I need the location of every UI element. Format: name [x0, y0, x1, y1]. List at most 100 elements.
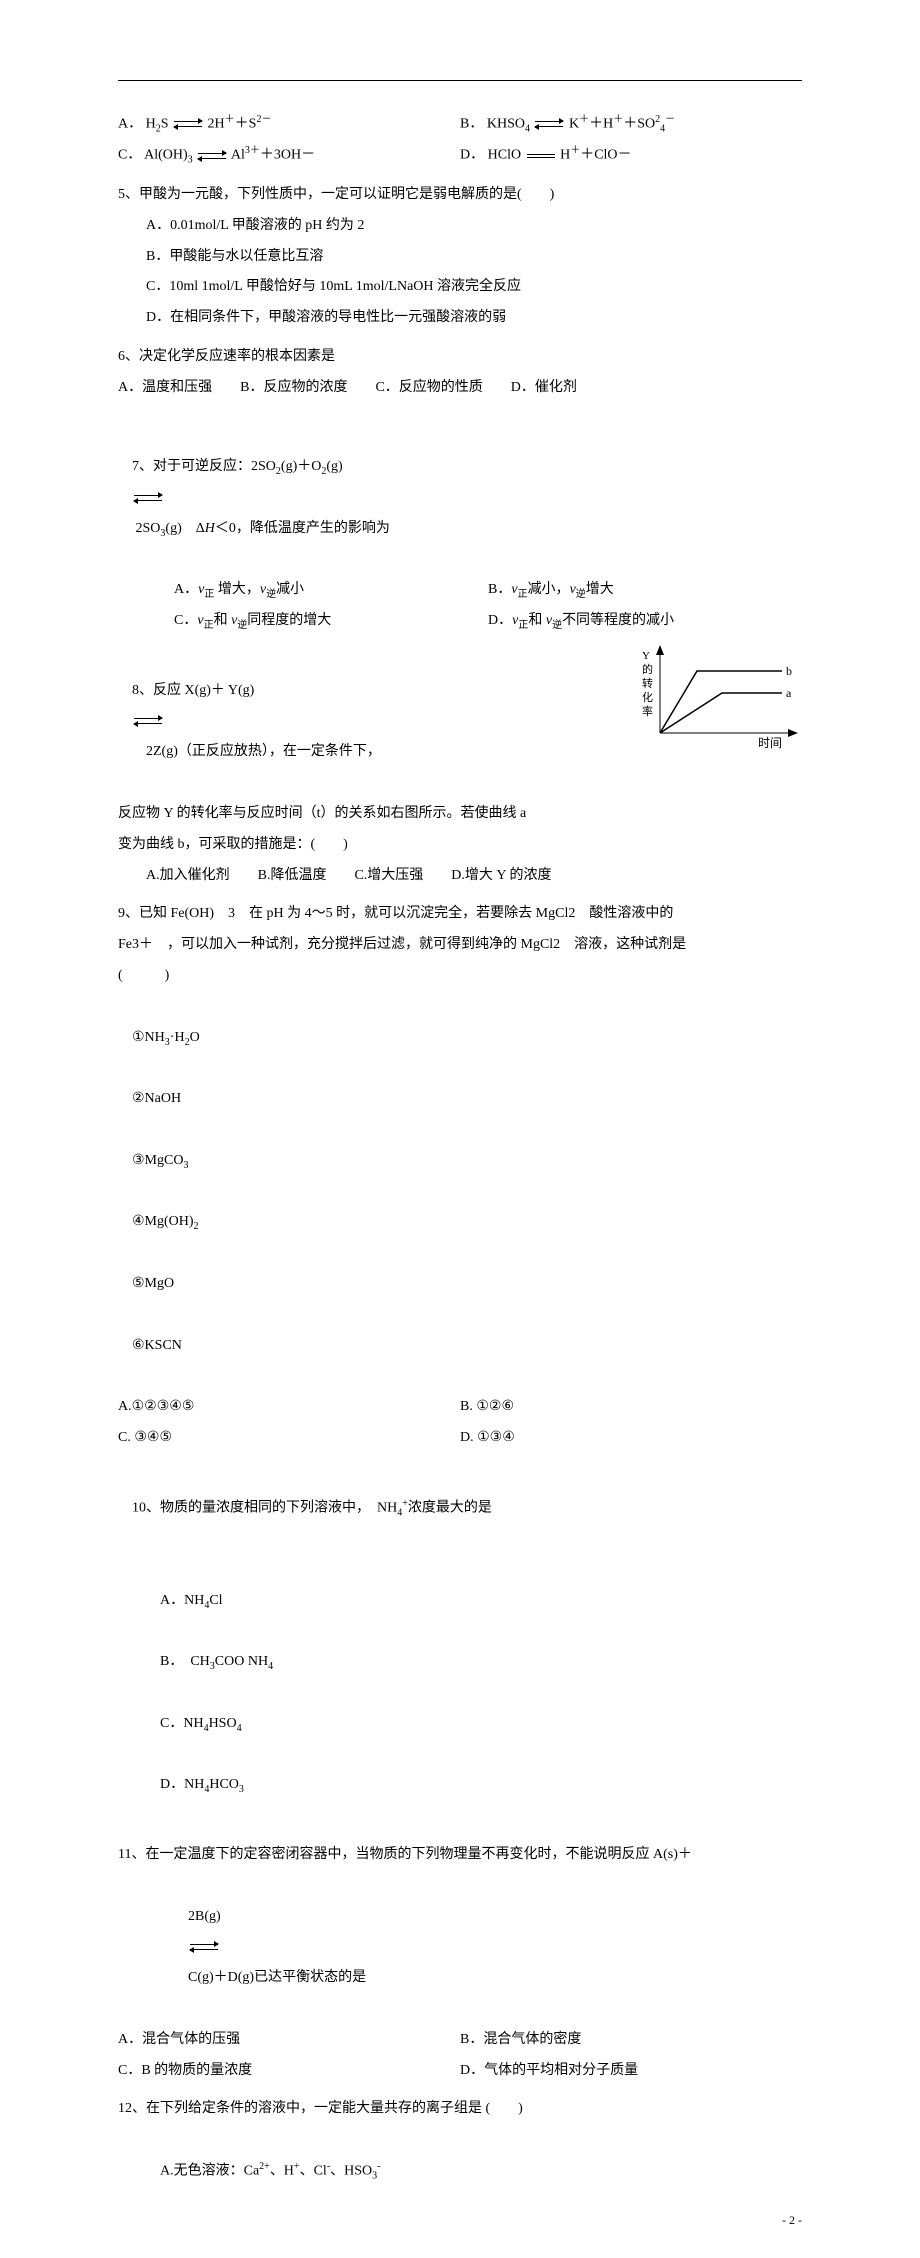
text: ＜0，降低温度产生的影响为 [215, 521, 390, 536]
q9-line2: Fe3＋ ，可以加入一种试剂，充分搅拌后过滤，就可得到纯净的 MgCl2 溶液，… [118, 930, 802, 961]
equilibrium-arrow-icon [535, 118, 563, 130]
text: ②NaOH [132, 1091, 181, 1106]
q4-opt-c: C． Al(OH)3 Al3＋＋3OH－ [118, 140, 460, 171]
q7-stem: 7、对于可逆反应：2SO2(g)＋O2(g) 2SO3(g) ΔH＜0，降低温度… [118, 421, 802, 575]
q5-opt-b: B．甲酸能与水以任意比互溶 [118, 242, 802, 273]
sup: ＋ [570, 145, 580, 156]
label: D．NH [160, 1777, 204, 1792]
graph-svg: b a Y 的 转 化 率 时间 [642, 641, 802, 751]
q4-opt-b: B． KHSO4 K＋＋H＋＋SO24－ [460, 109, 802, 140]
q7-row2: C．v正和 v逆同程度的增大 D．v正和 v逆不同等程度的减小 [118, 606, 802, 637]
text: 同程度的增大 [247, 613, 331, 628]
sub: 逆 [237, 620, 247, 631]
y-axis-char: 率 [642, 704, 653, 718]
single-arrow-icon [527, 151, 555, 161]
q4-row2: C． Al(OH)3 Al3＋＋3OH－ D． HClO H＋＋ClO－ [118, 140, 802, 171]
q11-line2: 2B(g) C(g)＋D(g)已达平衡状态的是 [118, 1871, 802, 2025]
q4-row1: A． H2S 2H＋＋S2－ B． KHSO4 K＋＋H＋＋SO24－ [118, 109, 802, 140]
gap [132, 1122, 160, 1137]
text: 2B(g) [188, 1909, 235, 1924]
q11-opt-d: D．气体的平均相对分子质量 [460, 2056, 802, 2087]
label: A．NH [160, 1593, 204, 1608]
q9-row1: A.①②③④⑤ B. ①②⑥ [118, 1392, 802, 1423]
text: 浓度最大的是 [408, 1500, 492, 1515]
text: C(g)＋D(g)已达平衡状态的是 [188, 1970, 366, 1985]
sub: 3 [183, 1160, 188, 1171]
text: 和 [528, 613, 546, 628]
sub: 正 [518, 589, 528, 600]
gap [132, 1307, 160, 1322]
q11-opt-c: C．B 的物质的量浓度 [118, 2056, 460, 2087]
text: (g)＋O [281, 459, 321, 474]
label: A． [118, 117, 142, 132]
text: K [569, 117, 579, 132]
q4-opt-d: D． HClO H＋＋ClO－ [460, 140, 802, 171]
q6-opts: A．温度和压强 B．反应物的浓度 C．反应物的性质 D．催化剂 [118, 373, 802, 404]
text: 10、物质的量浓度相同的下列溶液中， NH [132, 1500, 397, 1515]
q7-opt-d: D．v正和 v逆不同等程度的减小 [488, 606, 802, 637]
q9-opt-c: C. ③④⑤ [118, 1423, 460, 1454]
equilibrium-arrow-icon [198, 150, 226, 162]
sub: 逆 [266, 589, 276, 600]
sub: 4 [397, 1507, 402, 1518]
text: 、HSO [330, 2164, 372, 2179]
text: 2H [208, 117, 225, 132]
text: ①NH [132, 1030, 165, 1045]
q9-opt-d: D. ①③④ [460, 1423, 802, 1454]
text: 2Z(g)（正反应放热），在一定条件下， [132, 744, 381, 759]
equilibrium-arrow-icon [174, 118, 202, 130]
label: C． [174, 613, 197, 628]
curve-b-label: b [786, 664, 792, 678]
q11-line1: 11、在一定温度下的定容密闭容器中，当物质的下列物理量不再变化时，不能说明反应 … [118, 1840, 802, 1871]
q9-line1: 9、已知 Fe(OH) 3 在 pH 为 4～5 时，就可以沉淀完全，若要除去 … [118, 899, 802, 930]
text: ③MgCO [132, 1153, 183, 1168]
text: 增大 [586, 582, 614, 597]
text: ⑤MgO [132, 1276, 174, 1291]
q10-opts: A．NH4Cl B． CH3COO NH4 C．NH4HSO4 D．NH4HCO… [118, 1555, 802, 1832]
equilibrium-arrow-icon [134, 492, 162, 504]
q9-items: ①NH3·H2O ②NaOH ③MgCO3 ④Mg(OH)2 ⑤MgO ⑥KSC… [118, 992, 802, 1392]
text: 、Cl [300, 2164, 327, 2179]
sub: 2 [194, 1221, 199, 1232]
text: S [161, 117, 169, 132]
text: 、H [270, 2164, 294, 2179]
q11-opt-b: B．混合气体的密度 [460, 2025, 802, 2056]
sup: 2－ [256, 114, 271, 125]
label: C．NH [160, 1716, 204, 1731]
sub: 逆 [576, 589, 586, 600]
text: 8、反应 X(g)＋ Y(g) [132, 683, 268, 698]
q9-line3: ( ) [118, 961, 802, 992]
text: ＋SO [623, 117, 655, 132]
label: C． [118, 148, 141, 163]
sup: 2+ [259, 2161, 270, 2172]
q11-opt-a: A．混合气体的压强 [118, 2025, 460, 2056]
sup: － [665, 114, 675, 125]
text: 减小， [528, 582, 570, 597]
q10-stem: 10、物质的量浓度相同的下列溶液中， NH4+浓度最大的是 [118, 1462, 802, 1555]
text: 和 [214, 613, 232, 628]
gap [132, 1245, 160, 1260]
label: A． [174, 582, 198, 597]
italic-h: H [205, 521, 215, 536]
sub: 正 [518, 620, 528, 631]
sup: ＋ [579, 114, 589, 125]
text: HCO [209, 1777, 239, 1792]
x-axis-label: 时间 [758, 736, 782, 750]
q8-line2: 反应物 Y 的转化率与反应时间（t）的关系如右图所示。若使曲线 a [118, 799, 802, 830]
q8-line3: 变为曲线 b，可采取的措施是：( ) [118, 830, 802, 861]
text: ⑥KSCN [132, 1338, 182, 1353]
sup: 3＋ [245, 145, 260, 156]
text: ＋3OH－ [260, 148, 315, 163]
y-axis-char: 化 [642, 690, 653, 704]
text: ＋S [235, 117, 257, 132]
sub: 4 [237, 1723, 242, 1734]
text: 减小 [276, 582, 304, 597]
text: Al(OH) [144, 148, 188, 163]
q6-stem: 6、决定化学反应速率的根本因素是 [118, 342, 802, 373]
text: 增大， [214, 582, 260, 597]
sub: 4 [268, 1661, 273, 1672]
sup: ＋ [613, 114, 623, 125]
sub: 4 [660, 123, 665, 134]
q12-opt-a: A.无色溶液：Ca2+、H+、Cl-、HSO3- [118, 2125, 802, 2218]
gap [132, 1060, 160, 1075]
